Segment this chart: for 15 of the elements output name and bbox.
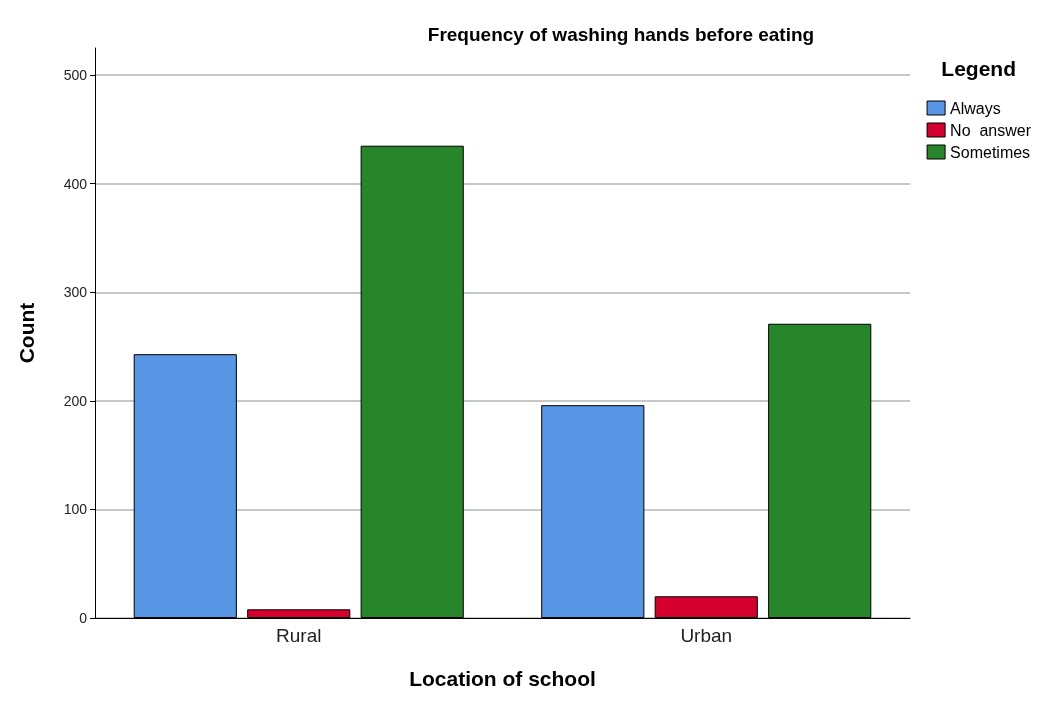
legend-label: Always — [950, 99, 1001, 117]
y-axis-title: Count — [15, 302, 38, 364]
chart-title: Frequency of washing hands before eating — [427, 24, 815, 45]
x-tick-label: Rural — [276, 625, 322, 646]
legend-label: No answer — [950, 121, 1032, 139]
x-axis-title: Location of school — [409, 667, 596, 690]
y-tick-label: 400 — [63, 175, 88, 192]
legend-title: Legend — [941, 57, 1016, 80]
y-tick-label: 300 — [63, 284, 88, 301]
y-tick-label: 100 — [63, 501, 88, 518]
y-tick-label: 0 — [79, 610, 88, 626]
x-tick-label: Urban — [680, 625, 733, 646]
legend-label: Sometimes — [950, 143, 1031, 161]
y-tick-label: 200 — [63, 392, 88, 409]
y-tick-label: 500 — [63, 67, 88, 84]
